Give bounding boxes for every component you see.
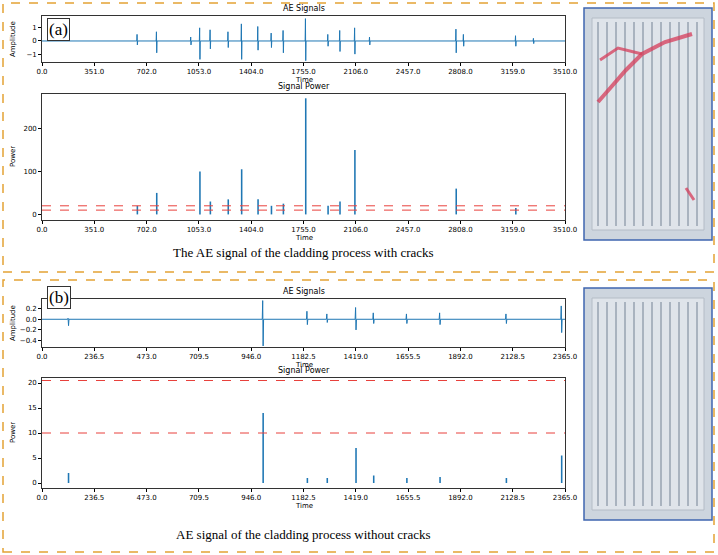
svg-text:709.5: 709.5 xyxy=(189,353,209,361)
svg-text:2106.0: 2106.0 xyxy=(344,68,369,76)
svg-text:1053.0: 1053.0 xyxy=(187,68,212,76)
svg-text:15: 15 xyxy=(28,404,37,412)
svg-text:0.0: 0.0 xyxy=(36,68,47,76)
svg-text:702.0: 702.0 xyxy=(137,226,157,234)
svg-text:0.0: 0.0 xyxy=(26,316,37,324)
svg-text:Power: Power xyxy=(9,422,17,443)
svg-text:20: 20 xyxy=(28,379,37,387)
svg-text:−0.4: −0.4 xyxy=(20,337,38,345)
svg-text:1655.5: 1655.5 xyxy=(396,353,421,361)
svg-text:2808.0: 2808.0 xyxy=(448,226,473,234)
svg-text:(a): (a) xyxy=(49,20,68,39)
svg-text:1053.0: 1053.0 xyxy=(187,226,212,234)
svg-text:351.0: 351.0 xyxy=(84,226,104,234)
svg-text:AE Signals: AE Signals xyxy=(283,287,325,296)
svg-text:1892.0: 1892.0 xyxy=(448,353,473,361)
svg-text:702.0: 702.0 xyxy=(137,68,157,76)
svg-text:2106.0: 2106.0 xyxy=(344,226,369,234)
svg-text:100: 100 xyxy=(23,168,36,176)
svg-text:Amplitude: Amplitude xyxy=(9,21,17,57)
svg-text:1655.5: 1655.5 xyxy=(396,494,421,502)
svg-text:0.0: 0.0 xyxy=(36,494,47,502)
svg-text:3510.0: 3510.0 xyxy=(553,68,578,76)
svg-text:0.2: 0.2 xyxy=(26,305,37,313)
svg-text:3510.0: 3510.0 xyxy=(553,226,578,234)
svg-text:0: 0 xyxy=(32,37,36,45)
svg-text:1404.0: 1404.0 xyxy=(239,68,264,76)
svg-text:1755.0: 1755.0 xyxy=(291,226,316,234)
svg-text:2128.5: 2128.5 xyxy=(500,494,525,502)
svg-text:−0.2: −0.2 xyxy=(20,326,37,334)
svg-text:1182.5: 1182.5 xyxy=(291,353,316,361)
svg-text:236.5: 236.5 xyxy=(84,353,104,361)
svg-text:3159.0: 3159.0 xyxy=(500,226,525,234)
svg-text:Time: Time xyxy=(295,502,313,510)
svg-text:0.0: 0.0 xyxy=(36,226,47,234)
svg-text:2365.0: 2365.0 xyxy=(553,353,578,361)
svg-text:200: 200 xyxy=(23,125,36,133)
svg-text:1182.5: 1182.5 xyxy=(291,494,316,502)
svg-text:The AE signal of the cladding: The AE signal of the cladding process wi… xyxy=(173,245,434,260)
svg-text:2808.0: 2808.0 xyxy=(448,68,473,76)
svg-text:0: 0 xyxy=(32,211,36,219)
svg-text:946.0: 946.0 xyxy=(241,353,261,361)
svg-text:236.5: 236.5 xyxy=(84,494,104,502)
svg-text:0.0: 0.0 xyxy=(36,353,47,361)
svg-text:1755.0: 1755.0 xyxy=(291,68,316,76)
svg-text:Time: Time xyxy=(295,361,313,369)
svg-text:3159.0: 3159.0 xyxy=(500,68,525,76)
svg-text:Amplitude: Amplitude xyxy=(9,305,17,341)
svg-text:1404.0: 1404.0 xyxy=(239,226,264,234)
svg-text:1419.0: 1419.0 xyxy=(344,494,369,502)
svg-text:Time: Time xyxy=(295,234,313,242)
svg-text:2365.0: 2365.0 xyxy=(553,494,578,502)
svg-text:2457.0: 2457.0 xyxy=(396,226,421,234)
svg-text:AE Signals: AE Signals xyxy=(283,4,325,13)
svg-text:2457.0: 2457.0 xyxy=(396,68,421,76)
svg-text:(b): (b) xyxy=(49,288,69,307)
svg-text:5: 5 xyxy=(32,454,36,462)
svg-text:−1: −1 xyxy=(26,51,36,59)
svg-text:946.0: 946.0 xyxy=(241,494,261,502)
svg-text:1419.0: 1419.0 xyxy=(344,353,369,361)
svg-text:Signal Power: Signal Power xyxy=(278,82,330,91)
svg-text:Time: Time xyxy=(295,76,313,84)
svg-text:AE signal of the cladding proc: AE signal of the cladding process withou… xyxy=(176,527,431,542)
svg-text:709.5: 709.5 xyxy=(189,494,209,502)
svg-text:473.0: 473.0 xyxy=(137,353,157,361)
svg-text:473.0: 473.0 xyxy=(137,494,157,502)
svg-text:10: 10 xyxy=(28,429,37,437)
svg-text:1892.0: 1892.0 xyxy=(448,494,473,502)
svg-text:1: 1 xyxy=(32,24,36,32)
svg-text:2128.5: 2128.5 xyxy=(500,353,525,361)
svg-text:Signal Power: Signal Power xyxy=(278,366,330,375)
svg-text:351.0: 351.0 xyxy=(84,68,104,76)
svg-text:Power: Power xyxy=(9,146,17,167)
svg-text:0: 0 xyxy=(32,479,36,487)
